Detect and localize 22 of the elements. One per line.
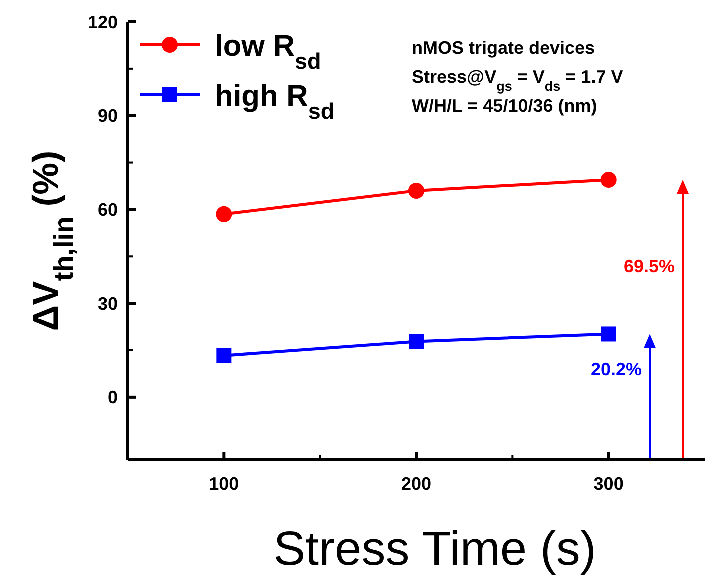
annotation: Stress@V$_{gs}$ = V$_{ds}$ = 1.7 V [412,67,624,94]
point [409,334,424,350]
annotation: 69.5% [624,256,675,276]
y-tick-label: 30 [98,294,118,314]
annotation: nMOS trigate devices [412,38,596,58]
x-tick-label: 100 [209,474,240,494]
y-tick-label: 60 [98,200,118,220]
x-tick-label: 300 [594,474,624,494]
legend-label: high R$_{sd}$ [215,80,335,124]
annotation: W/H/L = 45/10/36 (nm) [412,96,598,116]
annotation: 20.2% [590,360,642,380]
x-axis-title: Stress Time (s) [274,523,596,576]
y-tick-label: 120 [88,12,118,32]
x-tick-label: 200 [401,474,432,494]
y-tick-label: 0 [108,388,118,408]
point [601,326,616,342]
point [216,348,232,364]
y-tick-label: 90 [98,106,118,126]
point [408,182,424,199]
legend-label: low R$_{sd}$ [215,30,322,74]
point [216,206,232,222]
point [600,172,617,188]
